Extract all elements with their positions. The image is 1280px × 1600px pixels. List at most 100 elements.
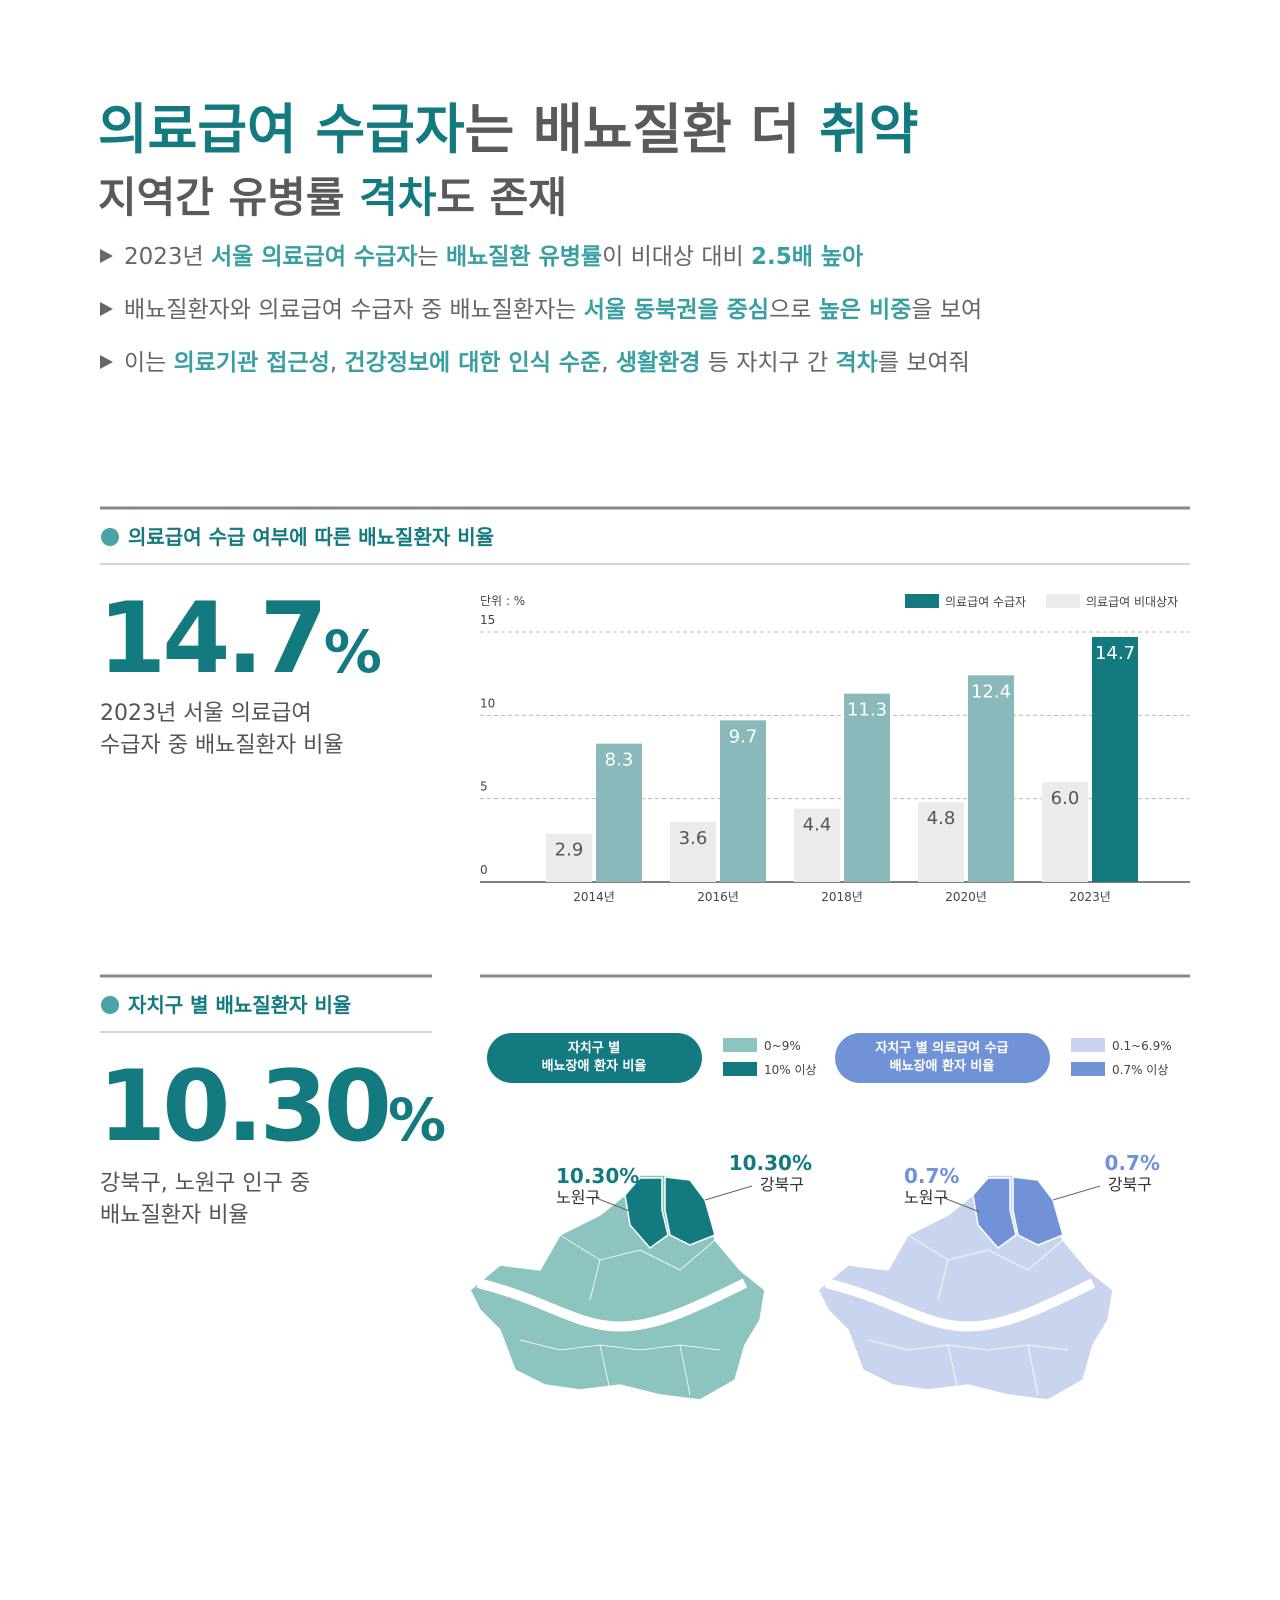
stat-number: 14.7 xyxy=(98,582,324,696)
legend-label: 의료급여 수급자 xyxy=(945,595,1026,609)
bullet-segment: 배뇨질환자와 의료급여 수급자 중 배뇨질환자는 xyxy=(124,297,584,323)
title-segment: 도 존재 xyxy=(436,173,567,222)
callout-line xyxy=(1052,1185,1101,1201)
bullet-line: 2023년 서울 의료급여 수급자는 배뇨질환 유병률이 비대상 대비 2.5배… xyxy=(124,244,863,270)
bullet-segment: 을 보여 xyxy=(911,297,982,323)
legend-swatch xyxy=(1046,594,1080,608)
y-tick-label: 10 xyxy=(480,696,495,710)
river xyxy=(824,1278,1096,1332)
title-segment: 취약 xyxy=(819,98,918,161)
legend-label: 의료급여 비대상자 xyxy=(1086,595,1178,609)
map-label: 자치구 별 xyxy=(568,1040,620,1056)
value-label: 8.3 xyxy=(605,750,634,771)
bar xyxy=(968,675,1014,882)
value-label: 12.4 xyxy=(971,681,1011,702)
title-segment: 는 배뇨질환 더 xyxy=(465,98,819,161)
bullet-segment: 의료기관 접근성 xyxy=(174,350,330,376)
district-borders xyxy=(519,1234,721,1396)
bullet-segment: 이 비대상 대비 xyxy=(602,244,751,270)
x-tick-label: 2018년 xyxy=(821,890,863,904)
title-segment: 의료급여 수급자 xyxy=(98,98,465,161)
map-label: 자치구 별 의료급여 수급 xyxy=(875,1040,1008,1056)
map-district-highlight xyxy=(972,1177,1017,1250)
callout-district: 강북구 xyxy=(760,1175,804,1194)
bullet-line: 이는 의료기관 접근성, 건강정보에 대한 인식 수준, 생활환경 등 자치구 … xyxy=(124,350,970,376)
bullet-segment: 생활환경 xyxy=(616,350,701,376)
map-legend-label: 10% 이상 xyxy=(764,1063,817,1077)
seoul-map xyxy=(817,1174,1114,1401)
bar xyxy=(1092,637,1138,882)
y-tick-label: 0 xyxy=(480,863,488,877)
x-tick-label: 2023년 xyxy=(1069,890,1111,904)
callout-value: 0.7% xyxy=(904,1164,959,1188)
bullet-segment: 서울 의료급여 수급자 xyxy=(211,244,417,270)
bullet-segment: 2.5배 높아 xyxy=(751,244,863,270)
bar xyxy=(918,802,964,882)
bullet-segment: , xyxy=(330,350,345,376)
bullet-line: 배뇨질환자와 의료급여 수급자 중 배뇨질환자는 서울 동북권을 중심으로 높은… xyxy=(124,297,982,323)
title-line: 의료급여 수급자는 배뇨질환 더 취약 xyxy=(98,98,918,161)
stat-description: 강북구, 노원구 인구 중 xyxy=(100,1171,310,1196)
map-label-pill xyxy=(835,1033,1050,1083)
value-label: 11.3 xyxy=(847,700,887,721)
bullet-segment: , xyxy=(601,350,616,376)
bullet-segment: 높은 비중 xyxy=(819,297,912,323)
value-label: 4.8 xyxy=(927,808,956,829)
callout-value: 10.30% xyxy=(729,1151,812,1175)
callout-line xyxy=(595,1197,633,1213)
bullet-marker xyxy=(100,249,113,263)
section-heading: 의료급여 수급 여부에 따른 배뇨질환자 비율 xyxy=(128,525,494,549)
map-district-highlight xyxy=(1012,1176,1064,1246)
title-line: 지역간 유병률 격차도 존재 xyxy=(98,173,567,222)
callout-district: 노원구 xyxy=(556,1188,600,1207)
unit-label: 단위 : % xyxy=(480,594,525,608)
bullet-segment: 배뇨질환 유병률 xyxy=(446,244,602,270)
value-label: 14.7 xyxy=(1095,643,1135,664)
x-tick-label: 2020년 xyxy=(945,890,987,904)
bullet-segment: 2023년 xyxy=(124,244,211,270)
bullet-marker xyxy=(100,355,113,369)
bar xyxy=(1042,782,1088,882)
map-district-highlight xyxy=(624,1177,669,1250)
stat-number: 10.30 xyxy=(98,1050,388,1164)
legend-swatch xyxy=(905,594,939,608)
y-tick-label: 15 xyxy=(480,613,495,627)
value-label: 4.4 xyxy=(803,815,832,836)
map-legend-swatch xyxy=(1071,1062,1105,1076)
map-legend-label: 0.7% 이상 xyxy=(1112,1063,1168,1077)
callout-value: 0.7% xyxy=(1105,1151,1160,1175)
value-label: 9.7 xyxy=(729,726,758,747)
bullet-segment: 으로 xyxy=(769,297,819,323)
bar xyxy=(844,693,890,882)
map-legend-swatch xyxy=(723,1062,757,1076)
callout-line xyxy=(704,1185,753,1201)
value-label: 6.0 xyxy=(1051,788,1080,809)
stat: 14.7% xyxy=(98,582,381,696)
stat-description: 2023년 서울 의료급여 xyxy=(100,701,312,726)
callout-district: 강북구 xyxy=(1108,1175,1152,1194)
bullet-segment: 이는 xyxy=(124,350,174,376)
y-tick-label: 5 xyxy=(480,780,488,794)
map-legend-swatch xyxy=(723,1038,757,1052)
bullet-segment: 등 자치구 간 xyxy=(700,350,835,376)
bullet-segment: 서울 동북권을 중심 xyxy=(584,297,769,323)
bar xyxy=(670,822,716,882)
title-segment: 격차 xyxy=(359,173,437,222)
title-segment: 지역간 유병률 xyxy=(98,173,359,222)
map-label: 배뇨장애 환자 비율 xyxy=(542,1058,647,1074)
bullet-segment: 건강정보에 대한 인식 수준 xyxy=(344,350,601,376)
bar xyxy=(596,743,642,882)
heading-marker xyxy=(101,528,119,546)
map-legend-swatch xyxy=(1071,1038,1105,1052)
bullet-segment: 는 xyxy=(417,244,445,270)
bullet-segment: 격차 xyxy=(836,350,878,376)
map-label-pill xyxy=(487,1033,702,1083)
bullet-segment: 를 보여줘 xyxy=(878,350,970,376)
map-legend-label: 0~9% xyxy=(764,1039,801,1053)
x-tick-label: 2016년 xyxy=(697,890,739,904)
stat: 10.30% xyxy=(98,1050,445,1164)
callout-district: 노원구 xyxy=(904,1188,948,1207)
x-tick-label: 2014년 xyxy=(573,890,615,904)
